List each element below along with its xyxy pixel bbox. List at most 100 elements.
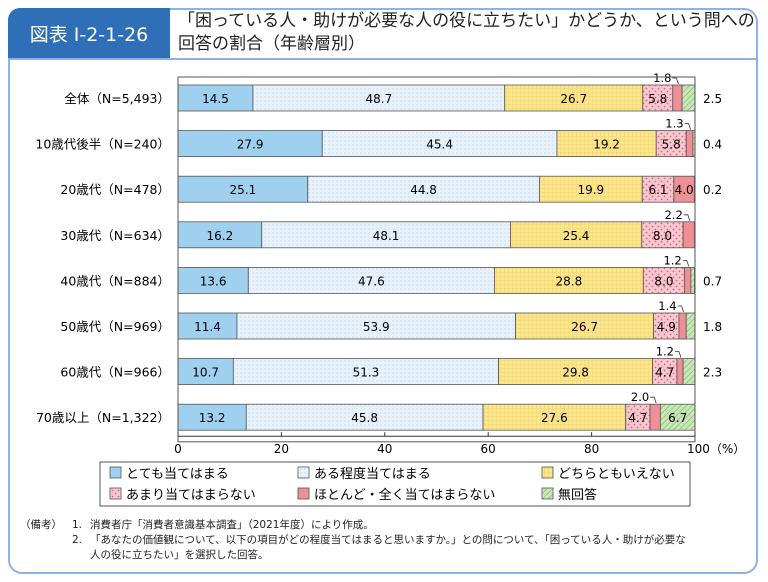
x-tick-label: 80 (584, 442, 599, 456)
row-label: 全体（N=5,493） (64, 91, 170, 106)
bar-segment (641, 175, 675, 203)
data-label: 29.8 (562, 366, 589, 380)
notes-label: （備考） (20, 519, 62, 531)
data-label: 6.7 (668, 411, 687, 425)
figure-panel (8, 8, 758, 574)
data-label: 48.7 (365, 92, 392, 106)
bar-segment (684, 266, 692, 294)
data-label: 4.9 (657, 320, 676, 334)
figure-title: 「困っている人・助けが必要な人の役に立ちたい」かどうか、という問への回答の割合（… (178, 11, 755, 54)
callout-line (682, 260, 690, 267)
data-label: 51.3 (353, 366, 380, 380)
data-label: 2.2 (664, 208, 682, 222)
data-label: 47.6 (358, 274, 385, 288)
data-label: 1.2 (656, 345, 674, 359)
data-label: 8.0 (654, 274, 673, 288)
legend-box (99, 461, 691, 507)
data-label: 2.3 (703, 366, 722, 380)
callout-line (684, 123, 691, 130)
data-label: 1.2 (663, 253, 681, 267)
notes: （備考） 1. 消費者庁「消費者意識基本調査」（2021年度）により作成。 2. 「あ… (20, 518, 690, 563)
x-tick-label: 0 (174, 442, 182, 456)
row-label: 30歳代（N=634） (60, 228, 170, 243)
data-label: 0.4 (703, 138, 722, 152)
bar-segment (682, 358, 696, 386)
bar-segment (307, 175, 540, 203)
bar-segment (510, 221, 643, 249)
data-label: 2.0 (631, 390, 649, 404)
bar-segment (685, 312, 696, 340)
legend-label: ほとんど・全く当てはまらない (314, 487, 495, 503)
bar-segment (678, 312, 687, 340)
data-label: 4.0 (675, 183, 694, 197)
x-tick-label: 40 (377, 442, 392, 456)
data-label: 5.8 (662, 138, 681, 152)
bar-segment (649, 403, 661, 431)
bar-segment (681, 84, 696, 112)
data-label: 26.7 (560, 92, 587, 106)
data-label: 1.3 (665, 117, 683, 131)
bar-segment (232, 358, 499, 386)
legend-label: 無回答 (558, 487, 597, 503)
legend-label: どちらともいえない (558, 467, 675, 482)
row-label: 10歳代後半（N=240） (35, 137, 170, 152)
bar-segment (642, 266, 686, 294)
x-tick-label: 60 (481, 442, 496, 456)
bar-segment (556, 130, 657, 158)
bar-segment (652, 358, 678, 386)
data-label: 25.4 (563, 229, 590, 243)
data-label: 4.7 (655, 366, 674, 380)
x-tick-label: 100（%） (687, 442, 745, 456)
data-label: 0.7 (703, 274, 722, 288)
data-label: 27.6 (541, 411, 568, 425)
callout-line (675, 351, 682, 358)
plot-frame (177, 76, 696, 443)
bar-segment (655, 130, 687, 158)
data-label: 10.7 (192, 366, 219, 380)
data-label: 13.6 (200, 274, 227, 288)
legend-swatch (541, 466, 554, 479)
legend-label: あまり当てはまらない (126, 488, 256, 503)
data-label: 11.4 (194, 320, 221, 334)
bar-segment (261, 221, 511, 249)
legend-swatch (541, 487, 554, 500)
row-label: 70歳以上（N=1,322） (36, 410, 170, 425)
legend-label: ある程度当てはまる (314, 466, 431, 482)
callout-line (677, 305, 684, 313)
x-tick-label: 20 (274, 442, 289, 456)
bar-segment (682, 221, 695, 249)
callout-line (683, 214, 691, 221)
data-label: 0.2 (703, 183, 722, 197)
note-text: 消費者庁「消費者意識基本調査」（2021年度）により作成。 (90, 519, 374, 531)
bar-segment (177, 84, 254, 112)
data-label: 19.9 (577, 183, 604, 197)
title-divider (8, 58, 758, 60)
note-number: 1. (72, 519, 83, 531)
data-label: 45.8 (351, 411, 378, 425)
row-label: 20歳代（N=478） (60, 182, 170, 197)
bar-segment (498, 358, 654, 386)
data-label: 14.5 (202, 92, 229, 106)
data-label: 28.8 (555, 274, 582, 288)
bar-segment (515, 312, 655, 340)
data-label: 19.2 (593, 138, 620, 152)
data-label: 4.7 (628, 411, 647, 425)
bar-segment (236, 312, 517, 340)
data-label: 6.1 (648, 183, 667, 197)
legend-swatch (109, 466, 122, 479)
data-label: 2.5 (703, 92, 722, 106)
bar-segment (247, 266, 495, 294)
bar-segment (676, 358, 684, 386)
bar-segment (177, 221, 263, 249)
data-label: 44.8 (410, 183, 437, 197)
data-label: 8.0 (653, 229, 672, 243)
bar-segment (672, 84, 683, 112)
bar-segment (494, 266, 644, 294)
data-label: 1.4 (658, 299, 676, 313)
data-label: 16.2 (207, 229, 234, 243)
bar-segment (690, 266, 695, 294)
legend-swatch (297, 466, 310, 479)
bar-segment (538, 175, 643, 203)
data-label: 26.7 (571, 320, 598, 334)
